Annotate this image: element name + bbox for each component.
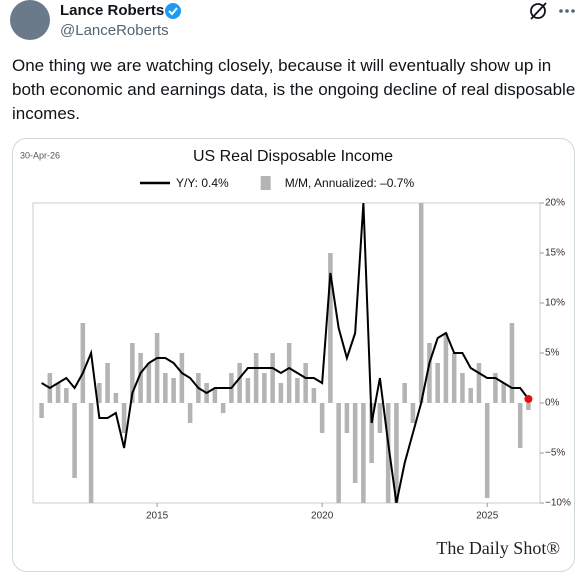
bar	[253, 353, 259, 403]
bar	[377, 403, 383, 433]
bar	[105, 363, 110, 403]
bar	[476, 363, 482, 403]
bar	[484, 403, 490, 498]
y-tick-label: −10%	[545, 498, 571, 509]
end-marker	[524, 395, 533, 403]
bar	[286, 343, 292, 403]
bar	[179, 353, 185, 403]
bar	[385, 403, 391, 503]
legend-swatch	[260, 176, 271, 190]
bar	[509, 323, 515, 403]
bar	[64, 388, 69, 403]
bar	[72, 403, 77, 478]
bar	[303, 363, 308, 403]
bar	[418, 203, 424, 403]
bar	[88, 403, 94, 503]
bar	[278, 383, 284, 403]
author-name[interactable]: Lance Roberts	[60, 2, 164, 19]
line	[41, 203, 530, 503]
bar	[394, 403, 399, 503]
x-tick-label: 2015	[146, 511, 169, 522]
bar	[146, 363, 152, 403]
bar	[138, 353, 143, 403]
bar	[39, 403, 44, 418]
bar	[311, 388, 317, 403]
bar	[113, 393, 119, 403]
bar	[97, 383, 102, 403]
bar	[526, 403, 531, 410]
bar	[460, 373, 465, 403]
bar	[187, 403, 193, 423]
bar	[468, 388, 473, 403]
bar	[121, 403, 127, 433]
bar	[220, 403, 226, 413]
bar	[361, 403, 366, 503]
author-handle[interactable]: @LanceRoberts	[60, 22, 169, 39]
bar	[336, 403, 341, 503]
bar	[154, 333, 160, 403]
x-tick-label: 2020	[311, 511, 334, 522]
avatar[interactable]	[10, 0, 50, 40]
y-tick-label: 10%	[545, 298, 565, 309]
bar	[237, 363, 242, 403]
bar	[80, 323, 86, 403]
more-button[interactable]	[559, 9, 575, 13]
tweet-text-box: One thing we are watching closely, becau…	[12, 56, 576, 123]
bar	[171, 378, 176, 403]
media-card[interactable]	[12, 138, 575, 572]
y-tick-label: 20%	[545, 198, 565, 209]
chart-title: US Real Disposable Income	[193, 148, 393, 165]
bar	[295, 378, 300, 403]
bar	[319, 403, 325, 433]
bar	[427, 343, 432, 403]
bar	[435, 363, 440, 403]
legend-label: M/M, Annualized: –0.7%	[285, 176, 415, 190]
bar	[501, 383, 506, 403]
plot-area	[39, 203, 531, 503]
bar	[493, 373, 498, 403]
y-tick-label: 15%	[545, 248, 565, 259]
bar	[55, 383, 61, 403]
y-tick-label: 5%	[545, 348, 560, 359]
tweet-text: One thing we are watching closely, becau…	[12, 56, 576, 123]
bar	[402, 383, 407, 403]
bar	[410, 403, 416, 423]
verified-badge	[165, 3, 181, 19]
bar	[517, 403, 523, 448]
source-logo: The Daily Shot®	[436, 538, 560, 558]
bar	[163, 373, 168, 403]
bar	[262, 373, 267, 403]
bar	[352, 403, 358, 483]
bar	[245, 378, 251, 403]
bar	[344, 403, 350, 433]
chart-date: 30-Apr-26	[20, 150, 60, 160]
bar	[451, 353, 457, 403]
x-tick-label: 2025	[476, 511, 499, 522]
y-tick-label: −5%	[545, 448, 565, 459]
bar	[270, 353, 275, 403]
bar	[130, 343, 135, 403]
bar	[328, 253, 333, 403]
grok-icon[interactable]	[530, 2, 547, 20]
legend-label: Y/Y: 0.4%	[176, 176, 229, 190]
verified-check	[168, 7, 178, 16]
bar	[369, 403, 374, 463]
bar	[212, 388, 218, 403]
y-tick-label: 0%	[545, 398, 560, 409]
bar	[443, 333, 449, 403]
